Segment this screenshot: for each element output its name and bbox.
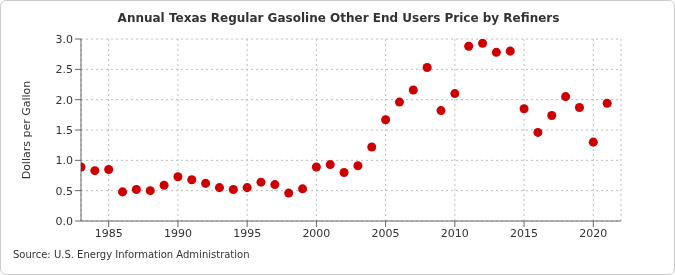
- svg-text:2015: 2015: [510, 227, 538, 240]
- svg-text:2010: 2010: [441, 227, 469, 240]
- svg-text:2.5: 2.5: [56, 63, 74, 76]
- svg-text:0.0: 0.0: [56, 215, 74, 228]
- svg-text:0.5: 0.5: [56, 185, 74, 198]
- svg-text:2020: 2020: [579, 227, 607, 240]
- svg-text:2000: 2000: [302, 227, 330, 240]
- svg-text:3.0: 3.0: [56, 33, 74, 46]
- svg-text:1.0: 1.0: [56, 154, 74, 167]
- html-text:Source: U.S. Energy Informatio: Source: U.S. Energy Information Administ…: [13, 249, 250, 260]
- svg-text:1995: 1995: [233, 227, 261, 240]
- svg-text:Dollars per Gallon: Dollars per Gallon: [20, 81, 33, 180]
- svg-text:1.5: 1.5: [56, 124, 74, 137]
- svg-text:2005: 2005: [372, 227, 400, 240]
- svg-text:2.0: 2.0: [56, 94, 74, 107]
- svg-text:1990: 1990: [164, 227, 192, 240]
- svg-text:1985: 1985: [95, 227, 123, 240]
- html-text:Annual Texas Regular Gasoline: Annual Texas Regular Gasoline Other End …: [117, 11, 560, 25]
